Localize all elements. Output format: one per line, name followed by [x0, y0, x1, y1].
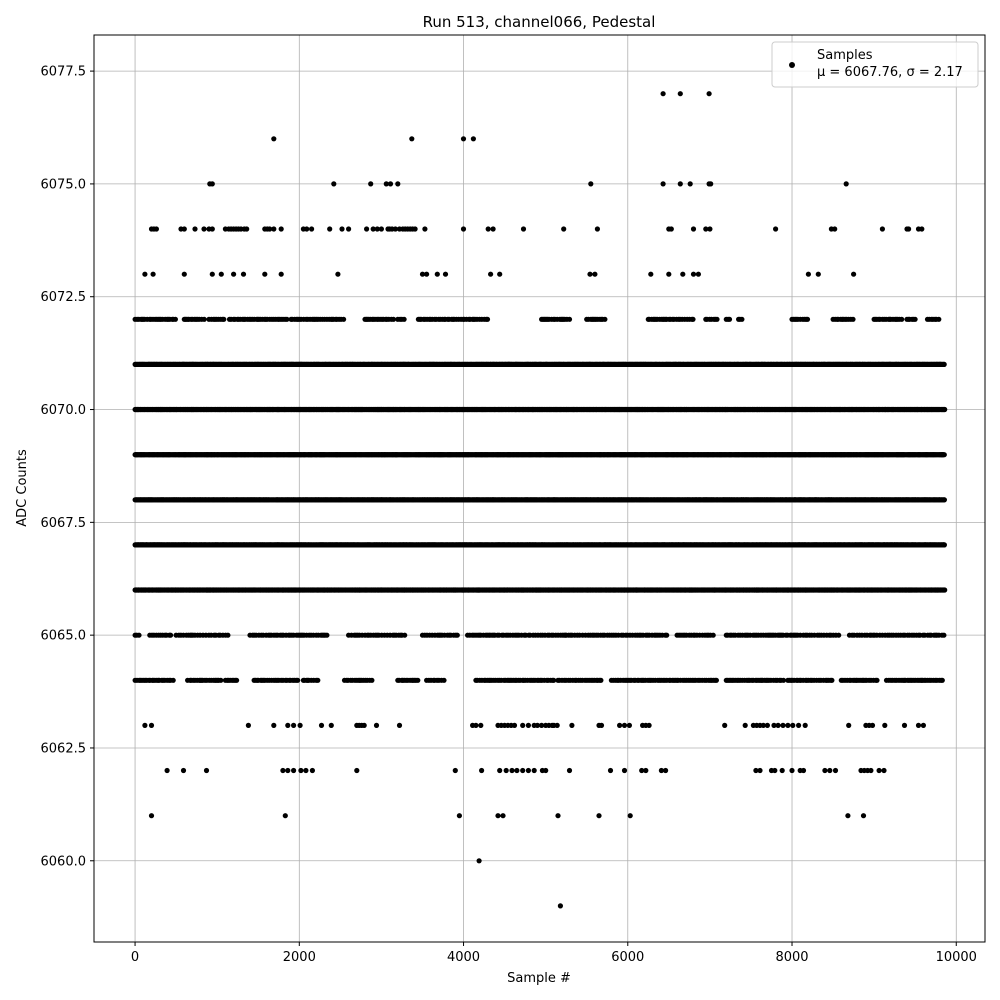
- data-point: [939, 677, 945, 683]
- data-point: [941, 497, 948, 503]
- data-point: [780, 677, 787, 683]
- data-point: [454, 632, 460, 638]
- data-points: [132, 91, 948, 909]
- data-point: [170, 677, 176, 683]
- data-point: [324, 632, 330, 638]
- data-point: [942, 587, 948, 593]
- data-point: [168, 632, 174, 638]
- data-point: [225, 632, 231, 638]
- data-point: [664, 632, 670, 638]
- data-point: [315, 677, 321, 683]
- data-point: [402, 632, 408, 638]
- data-point: [874, 677, 880, 683]
- data-point: [598, 677, 604, 683]
- data-point: [218, 677, 224, 683]
- data-point: [295, 677, 301, 683]
- data-point: [710, 632, 716, 638]
- data-point: [234, 677, 240, 683]
- data-point: [415, 677, 421, 683]
- data-point: [551, 677, 557, 683]
- chart-title: Run 513, channel066, Pedestal: [423, 13, 656, 31]
- data-point: [713, 677, 720, 683]
- data-point: [441, 677, 447, 683]
- data-point: [836, 632, 842, 638]
- data-point: [136, 632, 142, 638]
- data-point: [369, 677, 375, 683]
- data-point: [941, 542, 948, 548]
- data-point: [829, 677, 835, 683]
- data-point: [941, 632, 947, 638]
